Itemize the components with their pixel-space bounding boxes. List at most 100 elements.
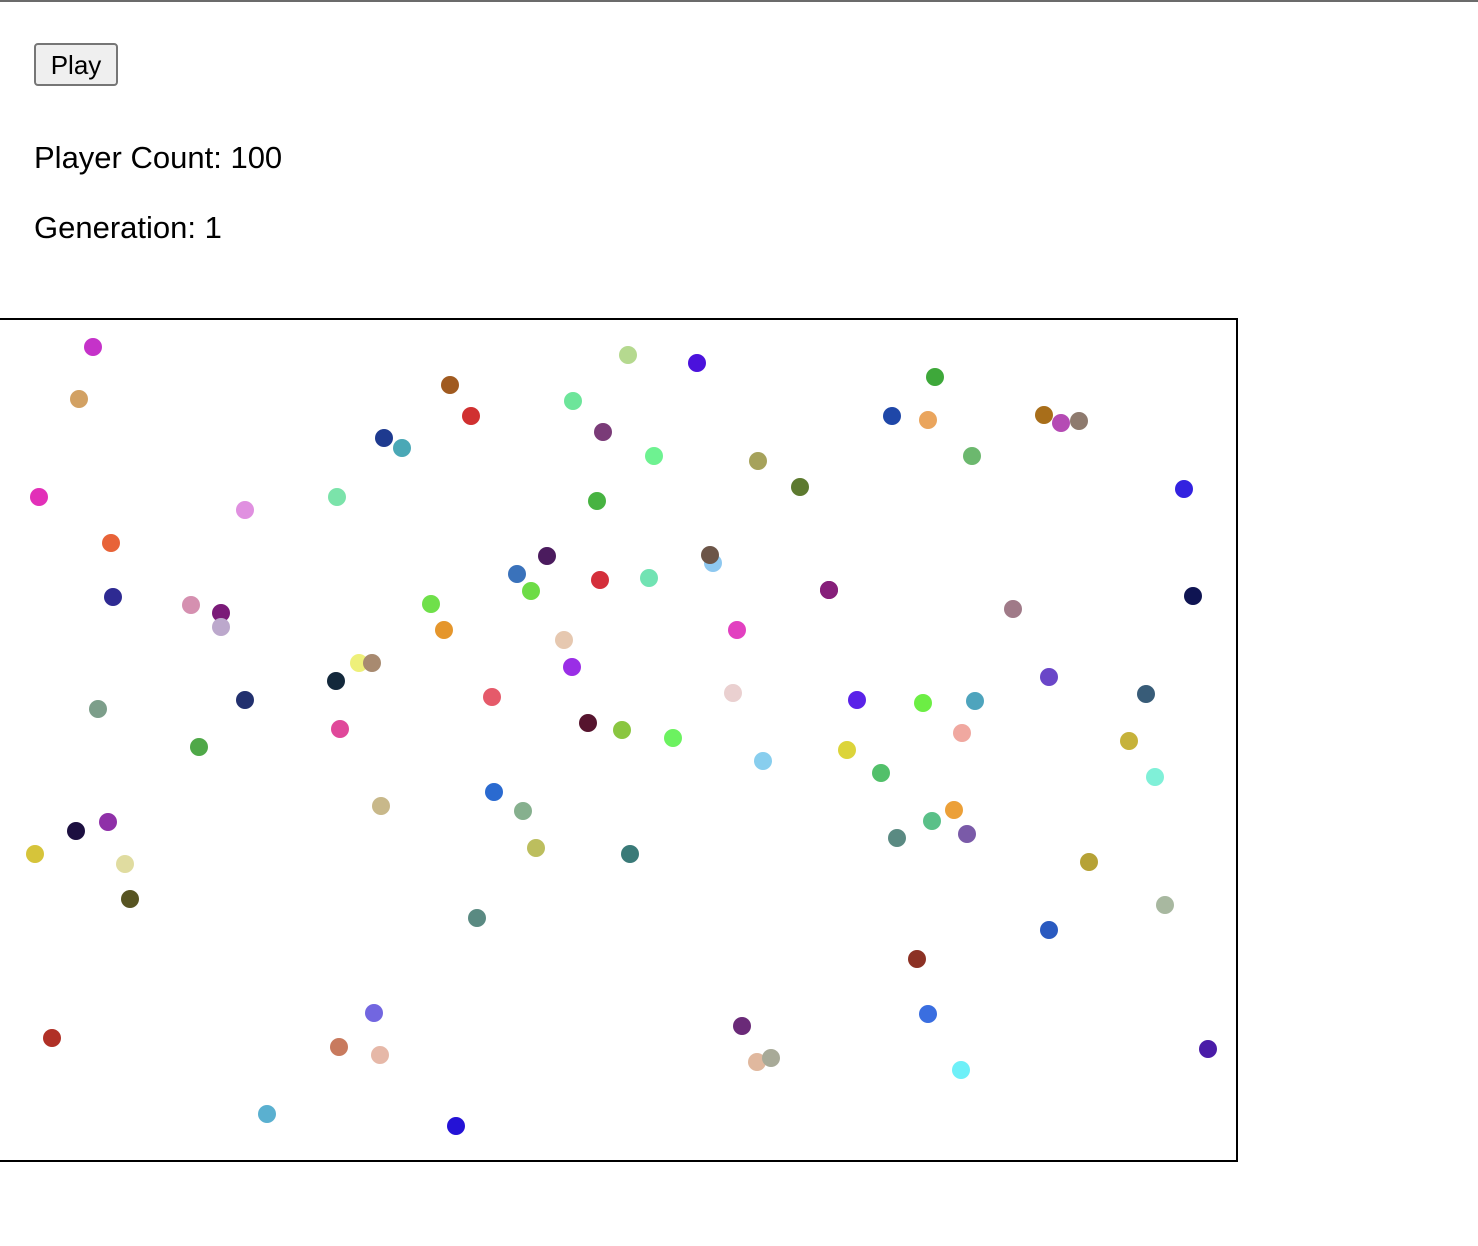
player-dot bbox=[1137, 685, 1155, 703]
player-dot bbox=[330, 1038, 348, 1056]
player-dot bbox=[1199, 1040, 1217, 1058]
player-dot bbox=[594, 423, 612, 441]
player-dot bbox=[1175, 480, 1193, 498]
player-dot bbox=[331, 720, 349, 738]
player-dot bbox=[328, 488, 346, 506]
player-dot bbox=[236, 501, 254, 519]
player-dot bbox=[619, 346, 637, 364]
player-dot bbox=[468, 909, 486, 927]
player-dot bbox=[508, 565, 526, 583]
player-dot bbox=[748, 1053, 766, 1071]
player-dot bbox=[363, 654, 381, 672]
player-dot bbox=[372, 797, 390, 815]
generation-label: Generation: bbox=[34, 210, 196, 245]
player-dot bbox=[393, 439, 411, 457]
player-dot bbox=[182, 596, 200, 614]
player-dot bbox=[447, 1117, 465, 1135]
player-dot bbox=[104, 588, 122, 606]
player-dot bbox=[919, 1005, 937, 1023]
player-dot bbox=[1040, 668, 1058, 686]
player-dot bbox=[375, 429, 393, 447]
player-dot bbox=[422, 595, 440, 613]
player-dot bbox=[820, 581, 838, 599]
player-dot bbox=[591, 571, 609, 589]
player-dot bbox=[579, 714, 597, 732]
player-dot bbox=[121, 890, 139, 908]
player-dot bbox=[538, 547, 556, 565]
player-dot bbox=[1035, 406, 1053, 424]
player-dot bbox=[99, 813, 117, 831]
player-dot bbox=[724, 684, 742, 702]
player-dot bbox=[914, 694, 932, 712]
player-dot bbox=[102, 534, 120, 552]
player-dot bbox=[1146, 768, 1164, 786]
player-dot bbox=[462, 407, 480, 425]
player-dot bbox=[485, 783, 503, 801]
player-dot bbox=[564, 392, 582, 410]
generation-count: Generation: 1 bbox=[34, 210, 222, 246]
player-dot bbox=[365, 1004, 383, 1022]
player-dot bbox=[1040, 921, 1058, 939]
player-dot bbox=[1156, 896, 1174, 914]
player-dot bbox=[945, 801, 963, 819]
player-dot bbox=[958, 825, 976, 843]
player-dot bbox=[664, 729, 682, 747]
play-button[interactable]: Play bbox=[34, 43, 118, 86]
player-dot bbox=[754, 752, 772, 770]
player-count-label: Player Count: bbox=[34, 140, 222, 175]
player-dot bbox=[613, 721, 631, 739]
player-dot bbox=[84, 338, 102, 356]
player-dot bbox=[791, 478, 809, 496]
player-dot bbox=[258, 1105, 276, 1123]
player-dot bbox=[749, 452, 767, 470]
player-dot bbox=[926, 368, 944, 386]
player-dot bbox=[1120, 732, 1138, 750]
player-dot bbox=[908, 950, 926, 968]
player-dot bbox=[953, 724, 971, 742]
player-dot bbox=[762, 1049, 780, 1067]
player-dot bbox=[688, 354, 706, 372]
player-dot bbox=[728, 621, 746, 639]
player-dot bbox=[838, 741, 856, 759]
player-dot bbox=[89, 700, 107, 718]
player-dot bbox=[621, 845, 639, 863]
player-dot bbox=[30, 488, 48, 506]
player-dot bbox=[441, 376, 459, 394]
player-count-value: 100 bbox=[230, 140, 283, 175]
player-dot bbox=[514, 802, 532, 820]
player-dot bbox=[1004, 600, 1022, 618]
player-count: Player Count: 100 bbox=[34, 140, 282, 176]
player-dot bbox=[919, 411, 937, 429]
player-dot bbox=[1184, 587, 1202, 605]
player-dot bbox=[483, 688, 501, 706]
player-dot bbox=[733, 1017, 751, 1035]
player-dot bbox=[588, 492, 606, 510]
player-dot bbox=[236, 691, 254, 709]
player-dot bbox=[212, 604, 230, 622]
player-dot bbox=[923, 812, 941, 830]
player-dot bbox=[848, 691, 866, 709]
player-dot bbox=[371, 1046, 389, 1064]
player-dot bbox=[43, 1029, 61, 1047]
player-dot bbox=[70, 390, 88, 408]
player-dot bbox=[883, 407, 901, 425]
player-dot bbox=[888, 829, 906, 847]
player-dot bbox=[435, 621, 453, 639]
player-dot bbox=[872, 764, 890, 782]
player-dot bbox=[350, 654, 368, 672]
player-dot bbox=[701, 546, 719, 564]
top-rule bbox=[0, 0, 1478, 2]
player-dot bbox=[327, 672, 345, 690]
player-dot bbox=[640, 569, 658, 587]
player-dot bbox=[1052, 414, 1070, 432]
player-dot bbox=[1080, 853, 1098, 871]
arena-canvas[interactable] bbox=[0, 320, 1236, 1160]
player-dot bbox=[1070, 412, 1088, 430]
player-dot bbox=[563, 658, 581, 676]
player-dot bbox=[190, 738, 208, 756]
generation-value: 1 bbox=[204, 210, 222, 245]
player-dot bbox=[527, 839, 545, 857]
player-dot bbox=[522, 582, 540, 600]
game-arena[interactable] bbox=[0, 318, 1238, 1162]
player-dot bbox=[555, 631, 573, 649]
